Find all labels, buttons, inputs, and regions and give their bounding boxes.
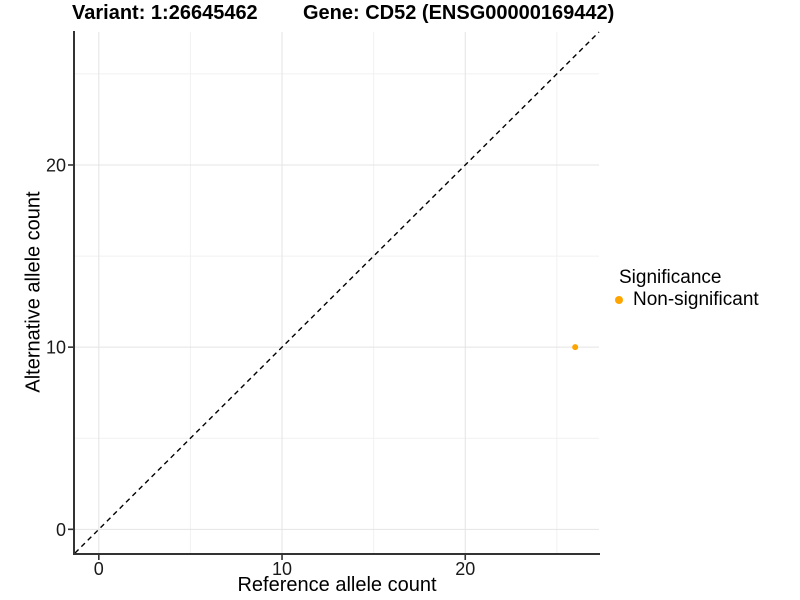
variant-title: Variant: 1:26645462 <box>72 2 258 24</box>
x-tick-label: 0 <box>94 559 104 579</box>
y-tick-label: 10 <box>46 338 66 358</box>
x-tick-label: 20 <box>455 559 475 579</box>
data-point <box>572 344 579 351</box>
y-axis-title: Alternative allele count <box>22 191 45 393</box>
legend-point-icon <box>615 296 623 304</box>
legend-entry: Non-significant <box>612 289 759 311</box>
x-axis-title: Reference allele count <box>237 574 437 596</box>
identity-line <box>74 31 600 554</box>
y-tick-label: 0 <box>56 520 66 540</box>
y-tick-label: 20 <box>46 155 66 175</box>
x-tick-label: 10 <box>272 559 292 579</box>
legend-entry-label: Non-significant <box>633 289 759 310</box>
gene-title: Gene: CD52 (ENSG00000169442) <box>303 2 615 24</box>
legend-title: Significance <box>619 267 722 288</box>
legend: Significance Non-significant <box>612 267 759 311</box>
